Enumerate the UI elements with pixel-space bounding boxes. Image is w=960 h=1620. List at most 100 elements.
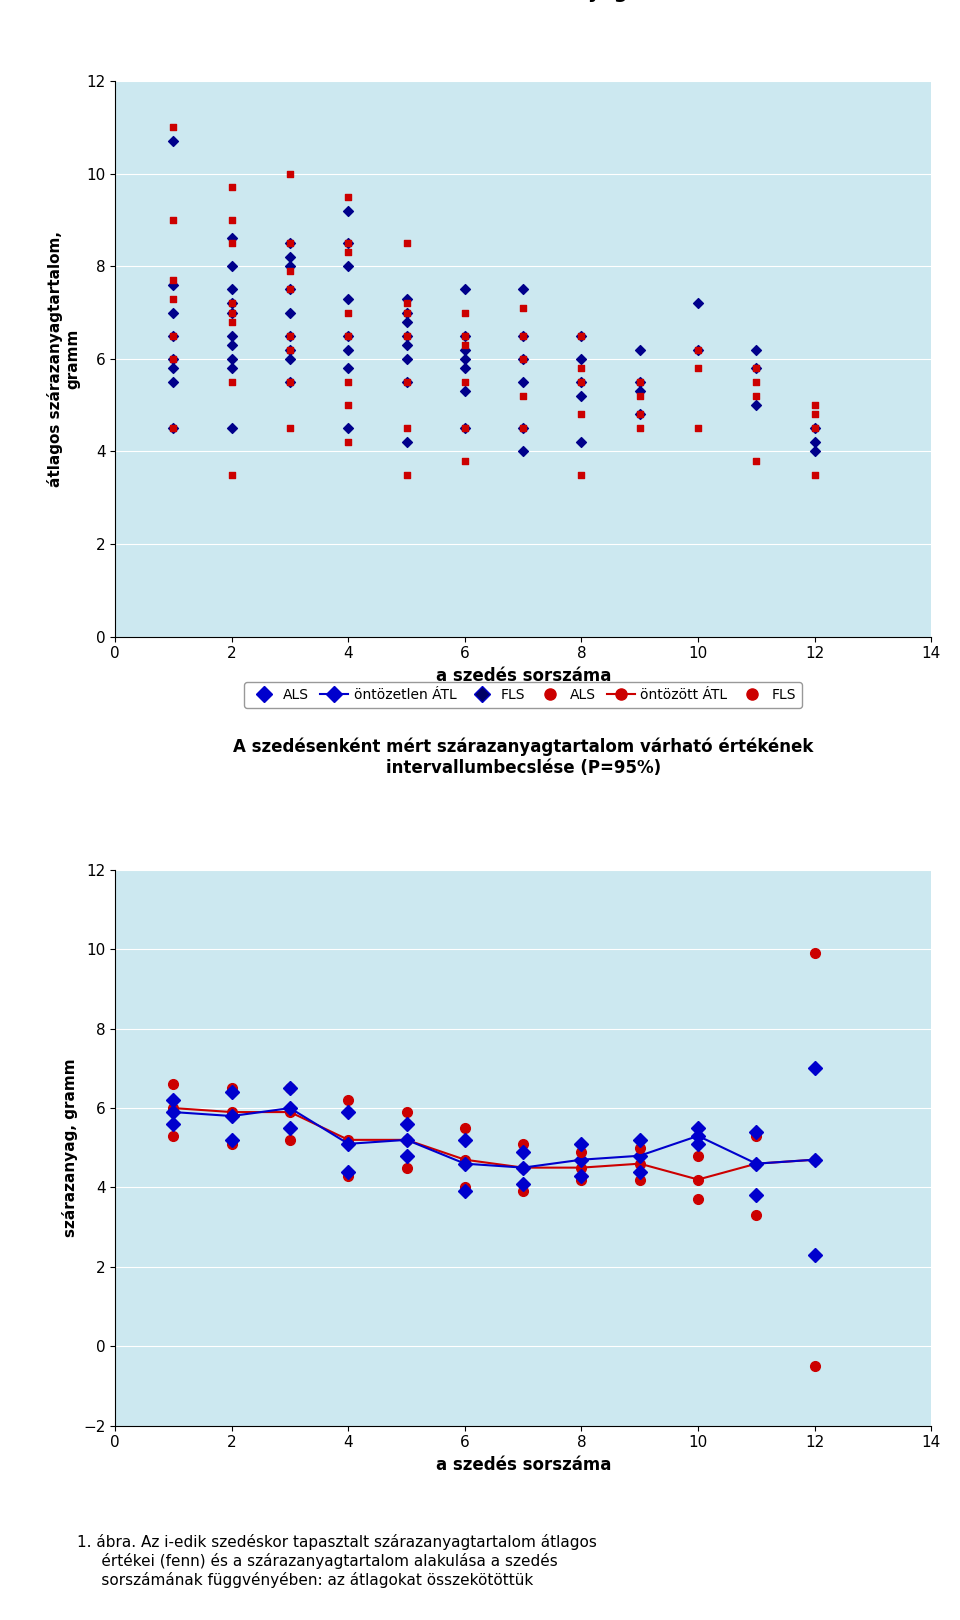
- Point: [166, 115, 181, 141]
- Point: [457, 377, 472, 403]
- Point: [457, 332, 472, 358]
- Point: [632, 369, 647, 395]
- Point: [807, 392, 823, 418]
- Point: [399, 285, 415, 311]
- Point: [166, 415, 181, 441]
- Point: [574, 322, 589, 348]
- Point: [399, 462, 415, 488]
- Point: [574, 355, 589, 381]
- Point: [166, 267, 181, 293]
- Point: [282, 277, 298, 303]
- Point: [457, 355, 472, 381]
- Point: [341, 392, 356, 418]
- Point: [574, 369, 589, 395]
- Point: [632, 377, 647, 403]
- Point: [399, 369, 415, 395]
- Point: [224, 322, 239, 348]
- Point: [632, 415, 647, 441]
- Point: [632, 369, 647, 395]
- Point: [632, 402, 647, 428]
- Point: [690, 290, 706, 316]
- Point: [457, 300, 472, 326]
- Point: [224, 332, 239, 358]
- Point: [807, 429, 823, 455]
- Point: [690, 337, 706, 363]
- Point: [516, 439, 531, 465]
- Point: [282, 369, 298, 395]
- Point: [690, 355, 706, 381]
- Point: [166, 345, 181, 371]
- Point: [516, 345, 531, 371]
- Point: [282, 230, 298, 256]
- Point: [341, 230, 356, 256]
- Point: [807, 402, 823, 428]
- Point: [516, 295, 531, 321]
- Point: [632, 402, 647, 428]
- Point: [516, 415, 531, 441]
- Point: [457, 415, 472, 441]
- Point: [341, 240, 356, 266]
- Point: [574, 429, 589, 455]
- Point: [282, 277, 298, 303]
- Point: [457, 447, 472, 473]
- Point: [224, 290, 239, 316]
- Y-axis label: átlagos szárazanyagtartalom,
gramm: átlagos szárazanyagtartalom, gramm: [47, 230, 81, 486]
- Title: A szedésenként mért szárazanyagtartalom várható értékének
intervallumbecslése (P: A szedésenként mért szárazanyagtartalom …: [233, 737, 813, 776]
- Point: [341, 253, 356, 279]
- Point: [457, 369, 472, 395]
- Point: [341, 429, 356, 455]
- Point: [282, 245, 298, 271]
- Point: [282, 337, 298, 363]
- Point: [166, 128, 181, 154]
- Point: [399, 322, 415, 348]
- Point: [282, 160, 298, 186]
- Point: [341, 198, 356, 224]
- Point: [749, 382, 764, 408]
- Point: [516, 415, 531, 441]
- Point: [341, 369, 356, 395]
- Point: [749, 355, 764, 381]
- Point: [749, 337, 764, 363]
- Point: [749, 392, 764, 418]
- Point: [399, 300, 415, 326]
- Text: 1. ábra. Az i-edik szedéskor tapasztalt szárazanyagtartalom átlagos
     értékei: 1. ábra. Az i-edik szedéskor tapasztalt …: [77, 1534, 597, 1588]
- Point: [282, 258, 298, 283]
- Point: [632, 382, 647, 408]
- Point: [399, 369, 415, 395]
- Point: [574, 402, 589, 428]
- Point: [690, 415, 706, 441]
- Point: [690, 337, 706, 363]
- Point: [341, 355, 356, 381]
- Point: [399, 290, 415, 316]
- Point: [399, 345, 415, 371]
- Point: [749, 369, 764, 395]
- Point: [516, 322, 531, 348]
- Title: Szedésenkénti szárazanyagtartalom: Szedésenkénti szárazanyagtartalom: [324, 0, 723, 2]
- Point: [224, 462, 239, 488]
- Point: [282, 345, 298, 371]
- Point: [807, 415, 823, 441]
- Point: [224, 309, 239, 335]
- Point: [341, 322, 356, 348]
- Point: [457, 345, 472, 371]
- Point: [224, 415, 239, 441]
- Point: [224, 369, 239, 395]
- Point: [807, 415, 823, 441]
- Point: [749, 355, 764, 381]
- Point: [282, 337, 298, 363]
- Point: [224, 225, 239, 251]
- Point: [224, 300, 239, 326]
- Point: [574, 322, 589, 348]
- Point: [457, 322, 472, 348]
- Point: [166, 345, 181, 371]
- Point: [399, 332, 415, 358]
- Point: [224, 277, 239, 303]
- Point: [282, 300, 298, 326]
- Point: [224, 207, 239, 233]
- Point: [282, 322, 298, 348]
- Point: [574, 382, 589, 408]
- X-axis label: a szedés sorszáma: a szedés sorszáma: [436, 1456, 611, 1474]
- Point: [166, 322, 181, 348]
- Point: [574, 462, 589, 488]
- Point: [166, 369, 181, 395]
